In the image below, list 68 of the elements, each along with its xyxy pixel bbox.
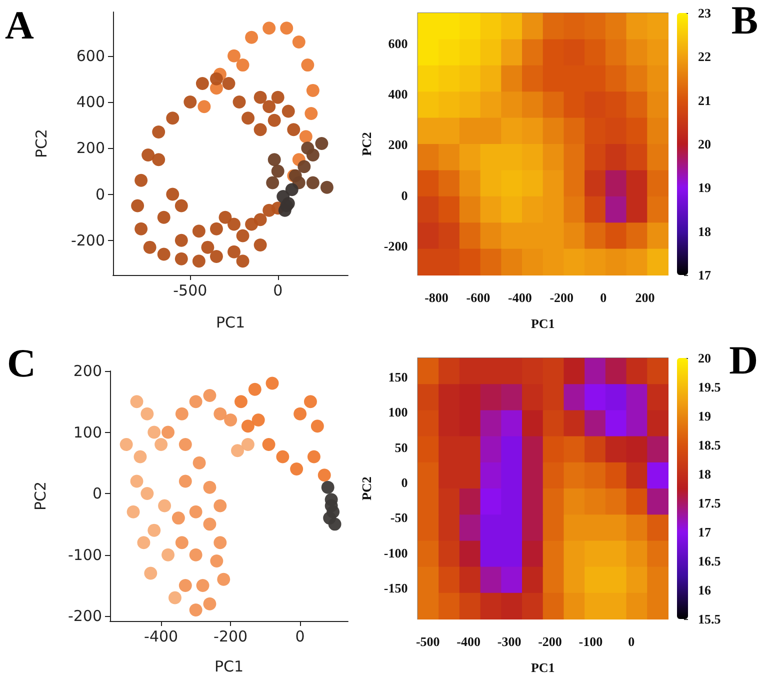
x-tick-label: 200 <box>635 290 655 305</box>
color-bar-label: 23 <box>698 6 712 20</box>
color-bar-label: 21 <box>698 92 711 108</box>
x-tick-label: -200 <box>214 628 248 646</box>
chart-title: C <box>7 340 36 386</box>
y-tick-label: 100 <box>73 423 102 442</box>
y-tick-label: -200 <box>68 607 102 626</box>
color-bar-label: 20 <box>698 350 711 366</box>
y-tick-label: 400 <box>76 92 105 111</box>
color-bar-label: 15.5 <box>698 612 722 626</box>
y-tick-label: -200 <box>70 231 105 250</box>
color-bar-label: 16 <box>698 582 712 598</box>
y-tick-label: 0 <box>92 484 102 503</box>
x-axis-title: PC1 <box>530 660 555 675</box>
x-tick-label: -400 <box>508 290 532 305</box>
color-bar-label: 18 <box>698 224 712 239</box>
y-axis-title: PC2 <box>32 481 50 511</box>
x-tick-label: -300 <box>497 634 522 649</box>
text: D <box>729 338 758 382</box>
x-tick-label: -200 <box>538 634 562 649</box>
color-bar-label: 22 <box>698 49 711 64</box>
y-tick-label: -200 <box>384 238 408 254</box>
y-tick-label: 0 <box>401 475 408 490</box>
y-tick-label: 600 <box>76 46 105 65</box>
x-tick-label: 0 <box>295 628 305 646</box>
x-axis-title: PC1 <box>214 658 244 676</box>
x-tick-label: -600 <box>466 290 490 305</box>
y-tick-label: 100 <box>388 404 408 420</box>
x-tick-label: -200 <box>550 290 574 305</box>
x-tick-label: -500 <box>173 282 208 300</box>
color-bar-label: 19 <box>698 408 712 424</box>
y-tick-label: -150 <box>384 580 408 596</box>
y-tick-label: 0 <box>401 188 408 203</box>
x-tick-label: -400 <box>144 628 178 646</box>
x-tick-label: -500 <box>416 634 440 649</box>
color-bar-label: 17 <box>698 268 712 282</box>
y-tick-label: -50 <box>390 510 408 526</box>
color-bar-label: 19 <box>698 180 712 196</box>
chart-title: A <box>5 2 34 48</box>
y-tick-label: 200 <box>73 362 102 380</box>
y-tick-label: -100 <box>384 545 408 560</box>
x-tick-label: -100 <box>578 634 603 649</box>
text: B <box>731 0 758 42</box>
color-bar-label: 16.5 <box>698 554 722 568</box>
x-tick-label: -400 <box>456 634 481 649</box>
x-tick-label: 0 <box>628 634 635 649</box>
color-bar-label: 18 <box>698 466 712 482</box>
color-bar-label: 19.5 <box>698 380 722 394</box>
y-tick-label: 50 <box>394 440 408 455</box>
x-tick-label: -800 <box>424 290 448 305</box>
y-axis-title: PC2 <box>359 476 374 500</box>
color-bar-label: 20 <box>698 136 711 152</box>
x-axis-title: PC1 <box>216 314 246 332</box>
x-tick-label: 0 <box>600 290 607 305</box>
y-tick-label: 150 <box>388 369 408 384</box>
y-tick-label: -100 <box>68 546 102 564</box>
x-axis-title: PC1 <box>530 316 555 331</box>
y-tick-label: 0 <box>95 185 105 204</box>
color-bar-label: 18.5 <box>698 438 722 452</box>
y-tick-label: 200 <box>388 137 408 152</box>
y-tick-label: 200 <box>76 139 105 158</box>
y-axis-title: PC2 <box>359 132 374 156</box>
color-bar-label: 17.5 <box>698 496 722 510</box>
color-bar-label: 17 <box>698 524 712 540</box>
y-axis-title: PC2 <box>32 128 50 158</box>
x-tick-label: 0 <box>273 282 283 300</box>
y-tick-label: 600 <box>388 36 408 51</box>
y-tick-label: 400 <box>388 86 408 102</box>
